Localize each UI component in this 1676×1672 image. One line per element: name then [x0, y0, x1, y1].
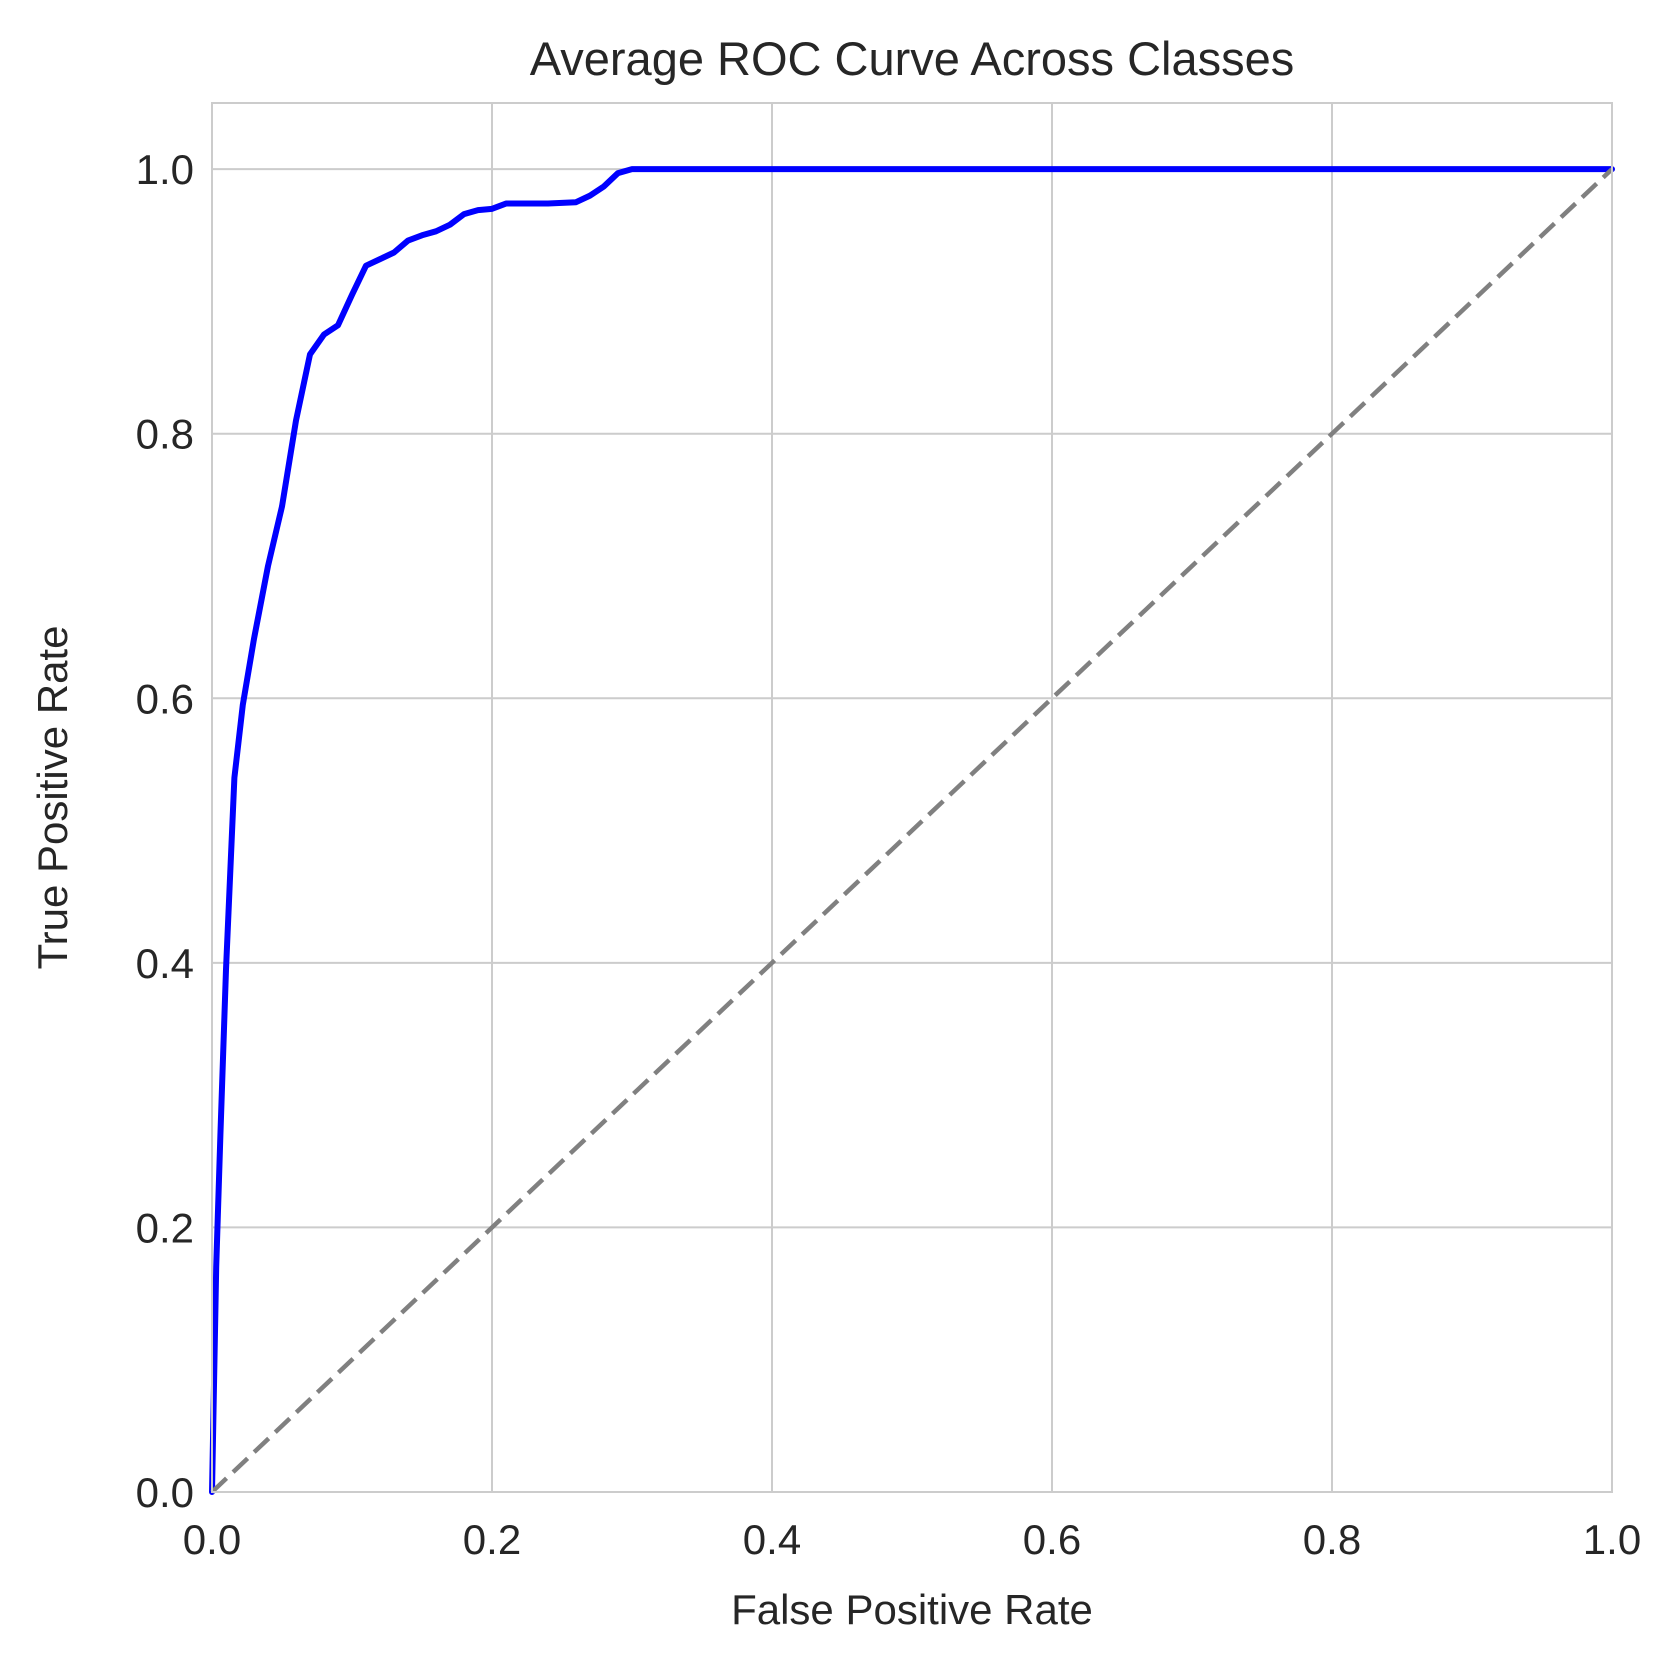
roc-curve-line — [209, 166, 1615, 1495]
y-tick-label: 0.8 — [136, 411, 194, 458]
chance-diagonal-line — [210, 167, 1614, 1494]
y-tick-label: 1.0 — [136, 146, 194, 193]
y-tick-label: 0.6 — [136, 675, 194, 722]
x-tick-label: 0.0 — [183, 1516, 241, 1563]
y-tick-label: 0.0 — [136, 1469, 194, 1516]
y-axis-label: True Positive Rate — [29, 626, 76, 970]
x-axis-label: False Positive Rate — [731, 1586, 1093, 1633]
y-tick-label: 0.2 — [136, 1204, 194, 1251]
plot-area-frame — [211, 102, 1613, 1493]
x-tick-label: 0.6 — [1023, 1516, 1081, 1563]
x-tick-label: 0.4 — [743, 1516, 801, 1563]
x-tick-label: 0.2 — [463, 1516, 521, 1563]
x-tick-label: 1.0 — [1583, 1516, 1641, 1563]
chart-title: Average ROC Curve Across Classes — [530, 32, 1294, 85]
plot-series — [209, 166, 1615, 1495]
y-tick-label: 0.4 — [136, 940, 194, 987]
x-tick-label: 0.8 — [1303, 1516, 1361, 1563]
tick-labels: 0.0 0.2 0.4 0.6 0.8 1.0 0.0 0.2 0.4 0.6 0.8 1.0 — [136, 146, 1642, 1563]
